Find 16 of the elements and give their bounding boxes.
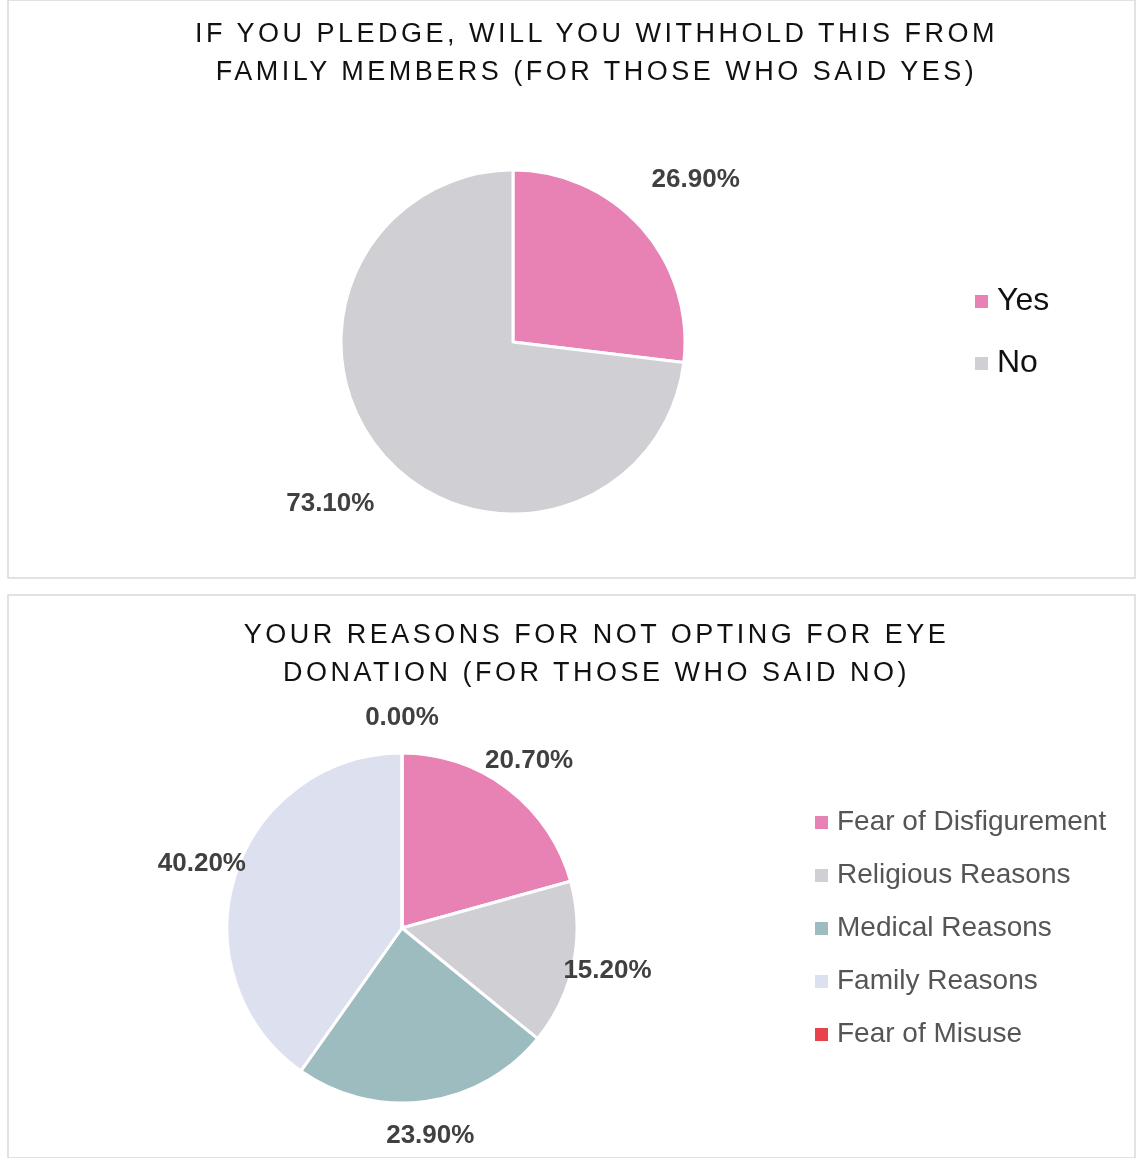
data-label: 20.70% [485, 743, 574, 774]
data-label: 15.20% [563, 954, 652, 985]
chart-title: IF YOU PLEDGE, WILL YOU WITHHOLD THIS FROM FAMILY MEMBERS (FOR THOSE WHO SAID YES) [194, 18, 999, 86]
chart-title: YOUR REASONS FOR NOT OPTING FOR EYE DONATION (FOR THOSE WHO SAID NO) [243, 619, 950, 687]
text: 0.00% [365, 700, 439, 731]
data-label: 73.10% [286, 486, 375, 517]
legend-label: Fear of Disfigurement [837, 805, 1107, 837]
legend-label: No [997, 343, 1038, 380]
data-label: 23.90% [386, 1118, 475, 1149]
legend-label: Religious Reasons [837, 858, 1071, 890]
legend-label: Family Reasons [837, 964, 1038, 996]
legend-label: Yes [997, 281, 1050, 318]
legend-label: Fear of Misuse [837, 1017, 1023, 1049]
data-label: 26.90% [651, 162, 740, 193]
legend-label: Medical Reasons [837, 911, 1052, 943]
data-label: 40.20% [157, 847, 246, 878]
